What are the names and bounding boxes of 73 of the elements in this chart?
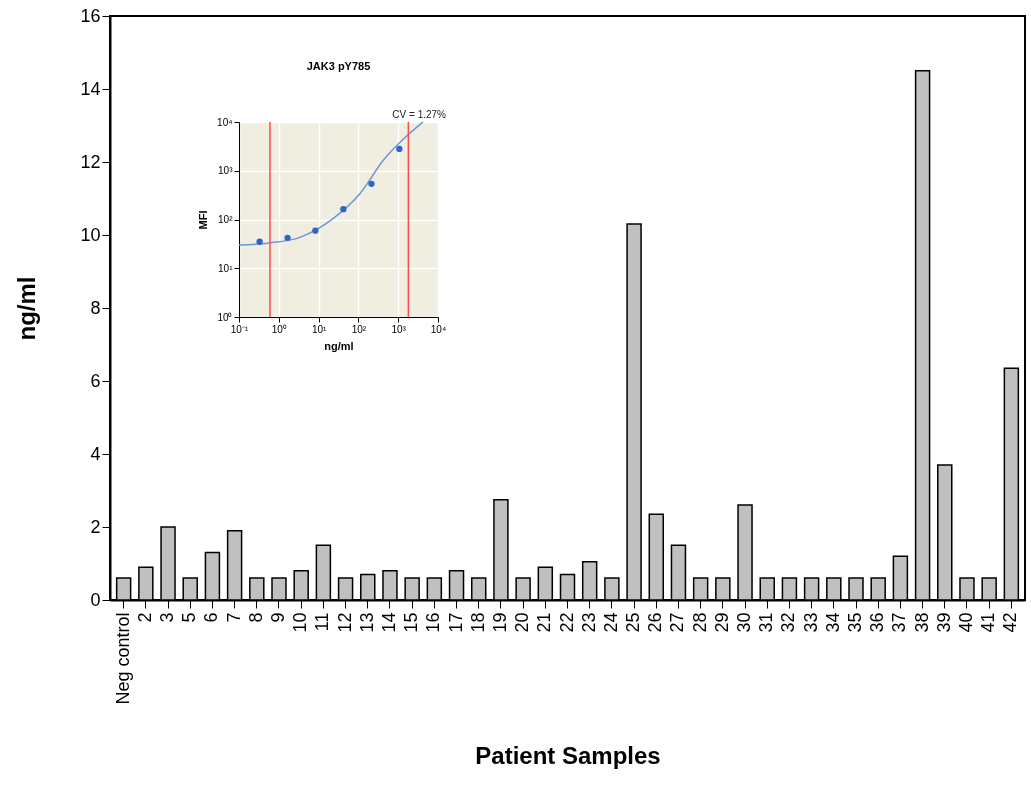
x-tick-label: 41 xyxy=(978,612,999,633)
x-tick-label: 8 xyxy=(245,612,266,623)
x-tick-label: 33 xyxy=(800,612,821,633)
x-tick-label: 40 xyxy=(955,612,976,633)
x-tick-label: 10⁻¹ xyxy=(230,323,249,335)
x-tick-label: 7 xyxy=(223,612,244,623)
x-tick-label: 6 xyxy=(201,612,222,623)
y-tick-label: 0 xyxy=(90,589,101,610)
x-tick-label: 17 xyxy=(445,612,466,633)
y-axis-title: ng/ml xyxy=(13,276,41,341)
x-tick-label: 42 xyxy=(1000,612,1021,633)
point xyxy=(312,227,319,234)
x-axis-title: ng/ml xyxy=(324,339,354,352)
x-tick-label: 2 xyxy=(134,612,155,623)
y-tick-label: 10² xyxy=(218,214,234,225)
y-tick-label: 16 xyxy=(80,5,101,26)
y-axis-title: MFI xyxy=(197,210,210,230)
x-tick-label: 24 xyxy=(600,612,621,633)
x-tick-label: 9 xyxy=(268,612,288,623)
x-tick-label: 10 xyxy=(290,612,311,633)
x-tick-label: 10³ xyxy=(391,323,407,335)
chart-title: JAK3 pY785 xyxy=(306,60,371,72)
y-tick-label: 10¹ xyxy=(218,262,234,274)
y-tick-label: 6 xyxy=(90,370,101,391)
x-tick-label: 26 xyxy=(645,612,666,633)
y-tick-label: 10⁰ xyxy=(217,311,233,323)
x-tick-label: 20 xyxy=(512,612,533,633)
y-tick-label: 10³ xyxy=(218,165,234,177)
x-tick-label: 13 xyxy=(356,612,377,633)
x-tick-label: 10⁴ xyxy=(430,323,447,335)
point xyxy=(284,234,291,242)
x-tick-label: 29 xyxy=(711,612,732,633)
point xyxy=(396,145,403,153)
annotation: CV = 1.27% xyxy=(392,109,447,120)
point xyxy=(340,206,347,213)
x-tick-label: 36 xyxy=(867,612,888,633)
x-tick-label: 25 xyxy=(623,612,644,633)
x-tick-label: 30 xyxy=(734,612,755,633)
x-tick-label: 10⁰ xyxy=(271,323,287,335)
x-tick-label: Neg control xyxy=(112,612,133,705)
x-axis-title: Patient Samples xyxy=(475,741,661,769)
point xyxy=(368,180,375,187)
y-tick-label: 10 xyxy=(80,224,101,245)
x-tick-label: 11 xyxy=(312,612,333,632)
y-tick-label: 14 xyxy=(80,78,101,99)
y-tick-label: 8 xyxy=(90,297,101,318)
x-tick-label: 27 xyxy=(667,612,688,633)
x-tick-label: 19 xyxy=(489,612,510,633)
y-tick-label: 2 xyxy=(90,516,101,537)
y-tick-label: 12 xyxy=(80,151,101,172)
x-tick-label: 21 xyxy=(534,612,555,633)
x-tick-label: 3 xyxy=(157,612,178,623)
x-tick-label: 23 xyxy=(578,612,599,633)
x-tick-label: 37 xyxy=(889,612,910,633)
y-tick-label: 10⁴ xyxy=(217,116,233,128)
x-tick-label: 12 xyxy=(334,612,355,633)
y-tick-label: 4 xyxy=(90,443,101,464)
x-tick-label: 16 xyxy=(423,612,444,633)
x-tick-label: 15 xyxy=(401,612,422,633)
x-tick-label: 5 xyxy=(179,612,200,623)
x-tick-label: 10¹ xyxy=(311,323,327,335)
x-tick-label: 39 xyxy=(933,612,954,633)
x-tick-label: 38 xyxy=(911,612,932,633)
x-tick-label: 31 xyxy=(756,612,777,633)
x-tick-label: 28 xyxy=(689,612,710,633)
x-tick-label: 32 xyxy=(778,612,799,633)
x-tick-label: 14 xyxy=(378,612,399,633)
point xyxy=(256,238,263,245)
x-tick-label: 34 xyxy=(822,612,843,633)
x-tick-label: 18 xyxy=(467,612,488,633)
x-tick-label: 35 xyxy=(845,612,865,633)
x-tick-label: 22 xyxy=(556,612,577,633)
x-tick-label: 10² xyxy=(351,323,367,335)
